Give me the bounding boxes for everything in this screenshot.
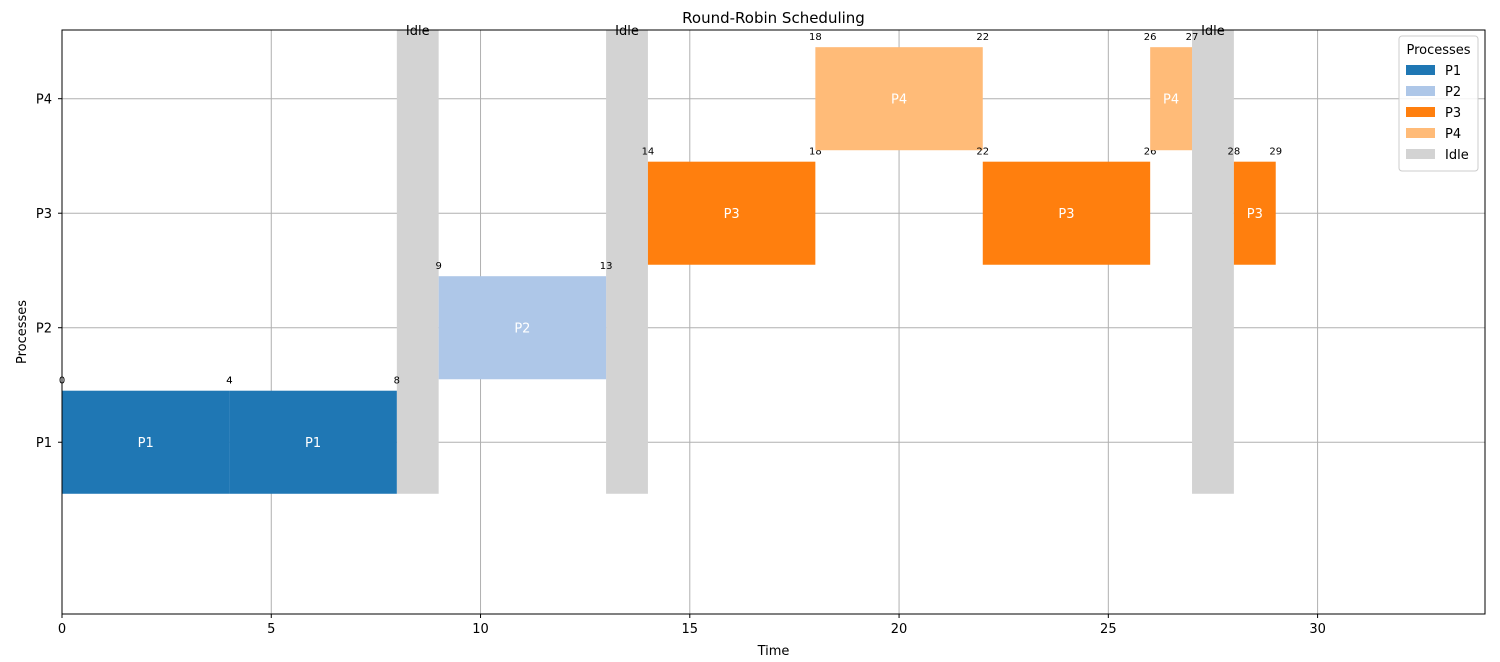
start-time-label: 9 bbox=[435, 261, 441, 272]
end-time-label: 13 bbox=[600, 261, 613, 272]
legend-entry-label: P1 bbox=[1445, 64, 1461, 79]
legend-swatch bbox=[1406, 128, 1435, 138]
idle-label: Idle bbox=[1201, 24, 1225, 39]
legend-swatch bbox=[1406, 65, 1435, 75]
y-tick-label: P1 bbox=[36, 436, 52, 451]
x-tick-label: 15 bbox=[682, 622, 699, 637]
y-tick-label: P2 bbox=[36, 322, 52, 337]
tick-layer: 0 5 10 15 20 25 30 P1 P2 P3 P4 bbox=[36, 93, 1326, 637]
process-bar bbox=[982, 161, 1151, 265]
process-bar bbox=[229, 390, 397, 494]
x-tick-label: 20 bbox=[891, 622, 908, 637]
legend-entry-label: P3 bbox=[1445, 106, 1461, 121]
legend-swatch bbox=[1406, 107, 1435, 117]
x-tick-label: 25 bbox=[1100, 622, 1117, 637]
end-time-label: 4 bbox=[226, 376, 232, 387]
idle-bar bbox=[396, 30, 439, 494]
x-tick-label: 0 bbox=[58, 622, 66, 637]
start-time-label: 14 bbox=[642, 147, 655, 158]
x-tick-label: 30 bbox=[1309, 622, 1326, 637]
end-time-label: 8 bbox=[394, 376, 400, 387]
plot-frame bbox=[61, 29, 1486, 615]
bar-label: P3 bbox=[1058, 207, 1074, 222]
bar-label: P2 bbox=[514, 322, 530, 337]
x-axis-label: Time bbox=[757, 644, 790, 659]
idle-label: Idle bbox=[615, 24, 639, 39]
x-tick-label: 5 bbox=[267, 622, 275, 637]
end-time-label: 22 bbox=[976, 32, 989, 43]
bar-label: P1 bbox=[305, 436, 321, 451]
process-bar bbox=[438, 276, 607, 380]
end-time-label: 29 bbox=[1269, 147, 1282, 158]
start-time-label: 28 bbox=[1228, 147, 1241, 158]
x-tick-label: 10 bbox=[472, 622, 489, 637]
process-bar bbox=[647, 161, 816, 265]
end-time-label: 18 bbox=[809, 147, 822, 158]
start-time-label: 26 bbox=[1144, 32, 1157, 43]
bar-label: P4 bbox=[1163, 93, 1179, 108]
idle-label: Idle bbox=[406, 24, 430, 39]
y-axis-label: Processes bbox=[15, 300, 30, 364]
legend: Processes P1 P2 P3 P4 Idle bbox=[1398, 35, 1479, 172]
idle-bar bbox=[1192, 30, 1234, 494]
process-bar bbox=[1150, 47, 1193, 151]
legend-title: Processes bbox=[1406, 43, 1470, 58]
legend-entries: P1 P2 P3 P4 Idle bbox=[1406, 64, 1469, 163]
start-time-label: 4 bbox=[226, 376, 232, 387]
bar-label: P4 bbox=[891, 93, 907, 108]
chart-title: Round-Robin Scheduling bbox=[682, 9, 865, 27]
legend-swatch bbox=[1406, 86, 1435, 96]
y-tick-label: P3 bbox=[36, 207, 52, 222]
end-time-label: 27 bbox=[1186, 32, 1199, 43]
legend-swatch bbox=[1406, 149, 1435, 159]
process-bar bbox=[1233, 161, 1276, 265]
legend-entry-label: P2 bbox=[1445, 85, 1461, 100]
bar-label: P3 bbox=[724, 207, 740, 222]
bar-label: P3 bbox=[1247, 207, 1263, 222]
y-tick-label: P4 bbox=[36, 93, 52, 108]
start-time-label: 22 bbox=[976, 147, 989, 158]
legend-entry-label: Idle bbox=[1445, 148, 1469, 163]
legend-entry-label: P4 bbox=[1445, 127, 1461, 142]
start-time-label: 18 bbox=[809, 32, 822, 43]
end-time-label: 26 bbox=[1144, 147, 1157, 158]
process-bar bbox=[62, 390, 230, 494]
idle-layer: Idle Idle Idle bbox=[396, 24, 1234, 494]
process-bar bbox=[815, 47, 983, 151]
grid-layer bbox=[61, 30, 1485, 614]
idle-bar bbox=[606, 30, 648, 494]
bar-label: P1 bbox=[138, 436, 154, 451]
